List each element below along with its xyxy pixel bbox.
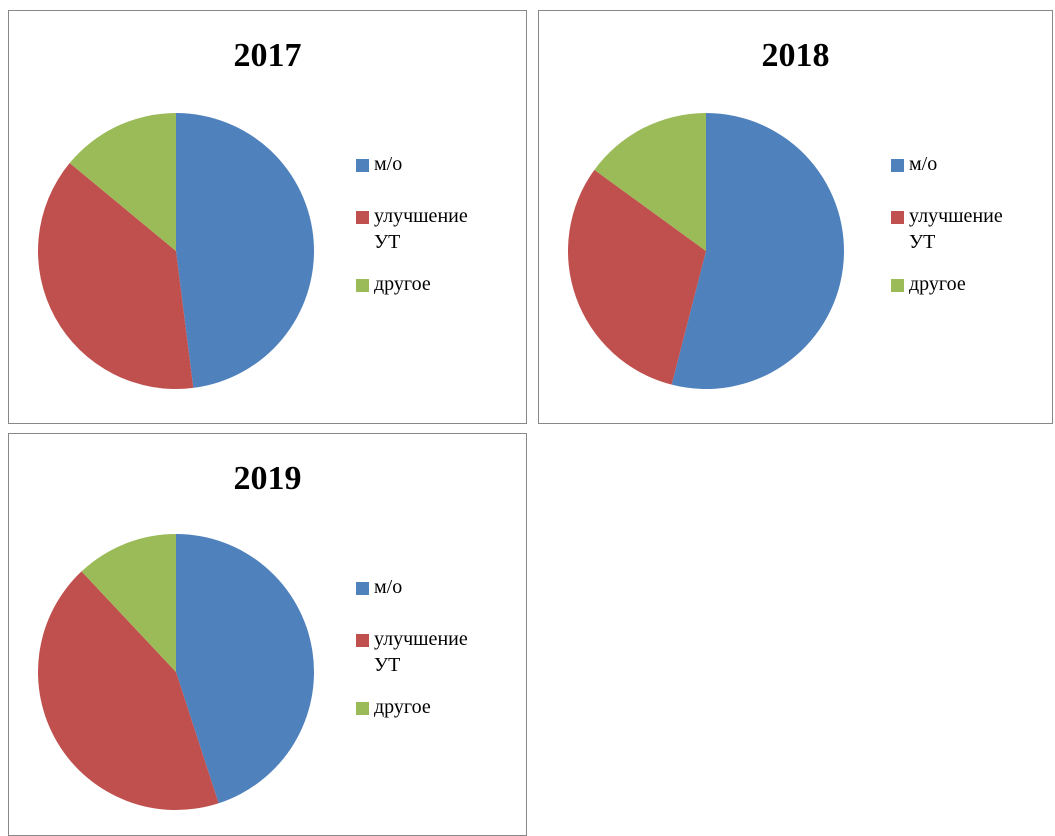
pie: [568, 113, 844, 389]
pie-slice: [69, 113, 176, 251]
legend-label: улучшение УТ: [374, 205, 468, 253]
chart-title: 2019: [233, 460, 302, 497]
legend-swatch: [356, 159, 369, 172]
pie-slice: [568, 169, 706, 385]
legend-label: другое: [374, 273, 431, 295]
legend-swatch: [891, 279, 904, 292]
pie-slice: [176, 534, 314, 804]
legend: м/о улучшение УТ другое: [356, 574, 506, 746]
pie-slice: [37, 571, 219, 810]
pie-slice: [594, 113, 706, 251]
pie: [37, 534, 314, 810]
legend-swatch: [356, 702, 369, 715]
legend-label: м/о: [909, 153, 938, 175]
legend-item: другое: [356, 694, 506, 720]
legend-item: м/о: [891, 151, 1041, 177]
legend: м/о улучшение УТ другое: [356, 151, 506, 323]
legend-item: м/о: [356, 151, 506, 177]
legend-label: м/о: [374, 153, 403, 175]
legend-swatch: [356, 211, 369, 224]
legend-label: другое: [374, 696, 431, 718]
legend-swatch: [891, 211, 904, 224]
legend-item: другое: [356, 271, 506, 297]
legend-label: другое: [909, 273, 966, 295]
legend-item: м/о: [356, 574, 506, 600]
pie-slice: [81, 534, 176, 672]
pie-slice: [671, 113, 844, 389]
legend-swatch: [891, 159, 904, 172]
chart-frame: 2018 м/о улучшение УТ другое: [538, 10, 1053, 424]
chart-frame: 2017 м/о улучшение УТ другое: [8, 10, 527, 424]
legend-label: м/о: [374, 576, 403, 598]
legend-item: улучшение УТ: [356, 203, 506, 255]
chart-title: 2018: [761, 37, 830, 74]
pie: [37, 113, 315, 389]
legend-swatch: [356, 634, 369, 647]
legend-item: улучшение УТ: [891, 203, 1041, 255]
pie-slice: [176, 113, 315, 388]
legend-label: улучшение УТ: [374, 628, 468, 676]
legend-label: улучшение УТ: [909, 205, 1003, 253]
legend-swatch: [356, 582, 369, 595]
chart-title: 2017: [233, 37, 302, 74]
chart-frame: 2019 м/о улучшение УТ другое: [8, 433, 527, 836]
legend-swatch: [356, 279, 369, 292]
legend-item: другое: [891, 271, 1041, 297]
legend: м/о улучшение УТ другое: [891, 151, 1041, 323]
legend-item: улучшение УТ: [356, 626, 506, 678]
pie-slice: [37, 163, 194, 389]
